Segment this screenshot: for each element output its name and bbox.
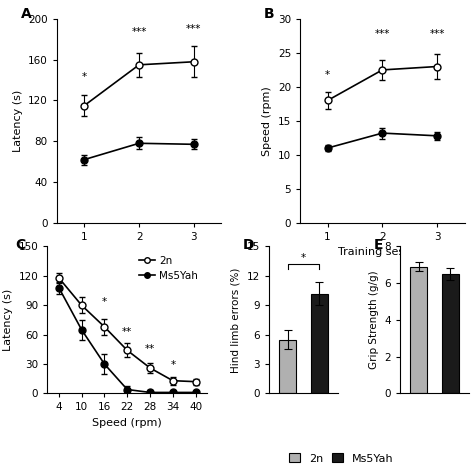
Text: **: ** xyxy=(122,327,132,337)
X-axis label: Training session: Training session xyxy=(338,247,427,257)
Bar xyxy=(310,293,328,393)
X-axis label: Speed (rpm): Speed (rpm) xyxy=(92,418,162,428)
Y-axis label: Hind limb errors (%): Hind limb errors (%) xyxy=(231,267,241,373)
X-axis label: Training session: Training session xyxy=(95,247,183,257)
Text: ***: *** xyxy=(429,29,445,39)
Text: *: * xyxy=(82,72,87,82)
Bar xyxy=(410,267,428,393)
Legend: 2n, Ms5Yah: 2n, Ms5Yah xyxy=(135,252,202,285)
Y-axis label: Grip Strength (g/g): Grip Strength (g/g) xyxy=(369,271,379,369)
Y-axis label: Speed (rpm): Speed (rpm) xyxy=(262,86,273,156)
Text: B: B xyxy=(264,7,274,21)
Y-axis label: Latency (s): Latency (s) xyxy=(3,289,13,351)
Text: E: E xyxy=(374,237,383,252)
Y-axis label: Latency (s): Latency (s) xyxy=(12,90,23,152)
Text: *: * xyxy=(170,360,175,370)
Text: A: A xyxy=(21,7,31,21)
Text: *: * xyxy=(102,297,107,307)
Text: **: ** xyxy=(145,344,155,354)
Legend: 2n, Ms5Yah: 2n, Ms5Yah xyxy=(289,453,394,464)
Text: ***: *** xyxy=(131,27,147,37)
Text: *: * xyxy=(301,253,306,263)
Text: D: D xyxy=(242,237,254,252)
Bar xyxy=(442,274,459,393)
Text: *: * xyxy=(325,70,330,80)
Text: ***: *** xyxy=(374,29,390,39)
Text: ***: *** xyxy=(186,24,201,34)
Text: C: C xyxy=(16,237,26,252)
Bar xyxy=(279,339,296,393)
